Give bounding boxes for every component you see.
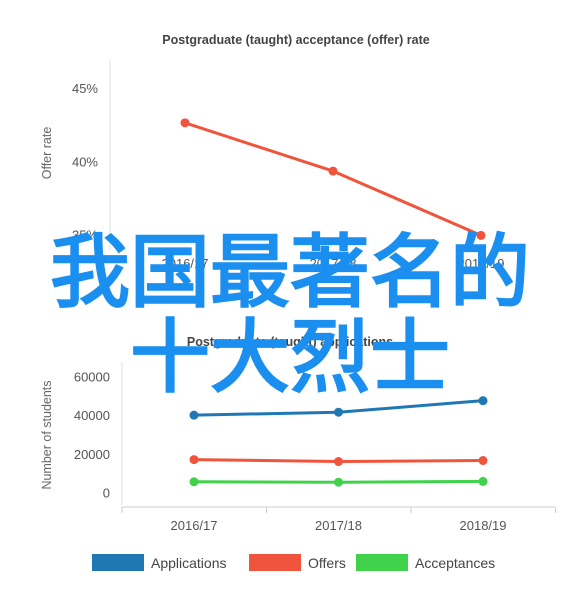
chart2-x-tick-label: 2017/18 <box>315 518 362 533</box>
data-point[interactable] <box>476 230 486 240</box>
legend-label-applications[interactable]: Applications <box>151 555 227 571</box>
data-point-offers[interactable] <box>334 457 343 467</box>
chart2-y-tick-label: 20000 <box>74 447 110 462</box>
data-point-offers[interactable] <box>189 455 199 465</box>
chart1-x-tick-label: 2017/18 <box>310 256 357 271</box>
data-point-offers[interactable] <box>478 456 488 466</box>
legend-swatch-acceptances[interactable] <box>356 554 408 571</box>
legend-swatch-offers[interactable] <box>249 554 301 571</box>
chart2-y-tick-label: 0 <box>103 485 110 500</box>
chart1-x-tick-label: 2018/19 <box>458 256 505 271</box>
overlay-line-2: 十大烈士 <box>130 311 450 404</box>
legend-label-offers[interactable]: Offers <box>308 555 346 571</box>
chart1-y-tick-label: 35% <box>72 227 98 242</box>
legend-label-acceptances[interactable]: Acceptances <box>415 555 495 571</box>
chart1-x-tick-label: 2016/17 <box>162 256 209 271</box>
chart2-x-tick-label: 2016/17 <box>171 518 218 533</box>
series-line <box>183 121 483 237</box>
chart2-x-tick-label: 2018/19 <box>460 518 507 533</box>
overlay-text: 我国最著名的 十大烈士 <box>50 226 530 404</box>
data-point-applications[interactable] <box>189 410 199 420</box>
chart2-y-axis-title: Number of students <box>40 380 54 489</box>
legend-swatch-applications[interactable] <box>92 554 144 571</box>
chart2-title: Postgraduate (taught) applications <box>187 335 393 349</box>
data-point-applications[interactable] <box>334 407 343 417</box>
chart2-y-tick-label: 60000 <box>74 369 110 384</box>
data-point[interactable] <box>328 166 338 176</box>
data-point-acceptances[interactable] <box>189 477 199 487</box>
overlay-line-1: 我国最著名的 <box>50 226 530 319</box>
data-point-applications[interactable] <box>478 396 488 406</box>
data-point-acceptances[interactable] <box>334 477 343 487</box>
chart2-y-tick-label: 40000 <box>74 408 110 423</box>
applications-chart: Postgraduate (taught) applications Numbe… <box>40 335 556 571</box>
chart1-y-tick-label: 40% <box>72 154 98 169</box>
offer-rate-chart: Postgraduate (taught) acceptance (offer)… <box>40 33 505 271</box>
chart1-y-axis-title: Offer rate <box>40 127 54 180</box>
chart1-title: Postgraduate (taught) acceptance (offer)… <box>162 33 429 47</box>
chart2-legend: Applications Offers Acceptances <box>92 554 495 571</box>
data-point[interactable] <box>180 118 190 128</box>
chart1-y-tick-label: 45% <box>72 81 98 96</box>
data-point-acceptances[interactable] <box>478 476 488 486</box>
